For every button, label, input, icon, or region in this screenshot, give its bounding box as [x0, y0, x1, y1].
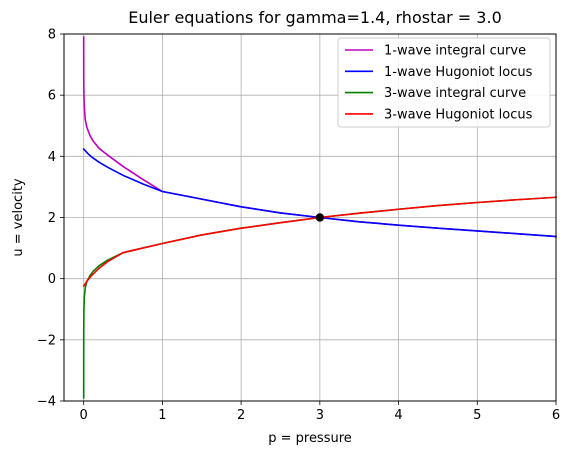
y-tick-label: 8 — [48, 28, 56, 43]
legend-label-3: 3-wave integral curve — [384, 86, 526, 101]
x-tick-label: 2 — [237, 408, 245, 423]
y-tick-label: 4 — [48, 150, 56, 165]
x-tick-label: 5 — [473, 408, 481, 423]
axis-ticks: 0 1 2 3 4 5 6 −4 −2 0 2 4 6 8 — [37, 28, 560, 424]
x-tick-label: 6 — [552, 408, 560, 423]
plot-area — [82, 36, 557, 399]
legend-label-1: 1-wave integral curve — [384, 44, 526, 59]
x-tick-label: 4 — [394, 408, 402, 423]
legend-box — [337, 37, 551, 128]
x-tick-label: 3 — [316, 408, 324, 423]
legend-label-2: 1-wave Hugoniot locus — [384, 65, 533, 80]
series-line-4 — [82, 196, 557, 288]
y-tick-label: 6 — [48, 89, 56, 104]
x-tick-label: 0 — [80, 408, 88, 423]
series-line-2 — [82, 147, 557, 238]
y-axis-label: u = velocity — [11, 178, 26, 257]
legend: 1-wave integral curve 1-wave Hugoniot loc… — [337, 37, 551, 128]
y-tick-label: −2 — [37, 333, 56, 348]
legend-label-4: 3-wave Hugoniot locus — [384, 107, 533, 122]
y-tick-label: −4 — [37, 395, 56, 410]
y-tick-label: 2 — [48, 211, 56, 226]
x-axis-label: p = pressure — [268, 431, 352, 446]
intersection-point-marker — [315, 213, 325, 222]
x-tick-label: 1 — [158, 408, 166, 423]
chart-title: Euler equations for gamma=1.4, rhostar =… — [128, 8, 502, 27]
y-tick-label: 0 — [48, 272, 56, 287]
